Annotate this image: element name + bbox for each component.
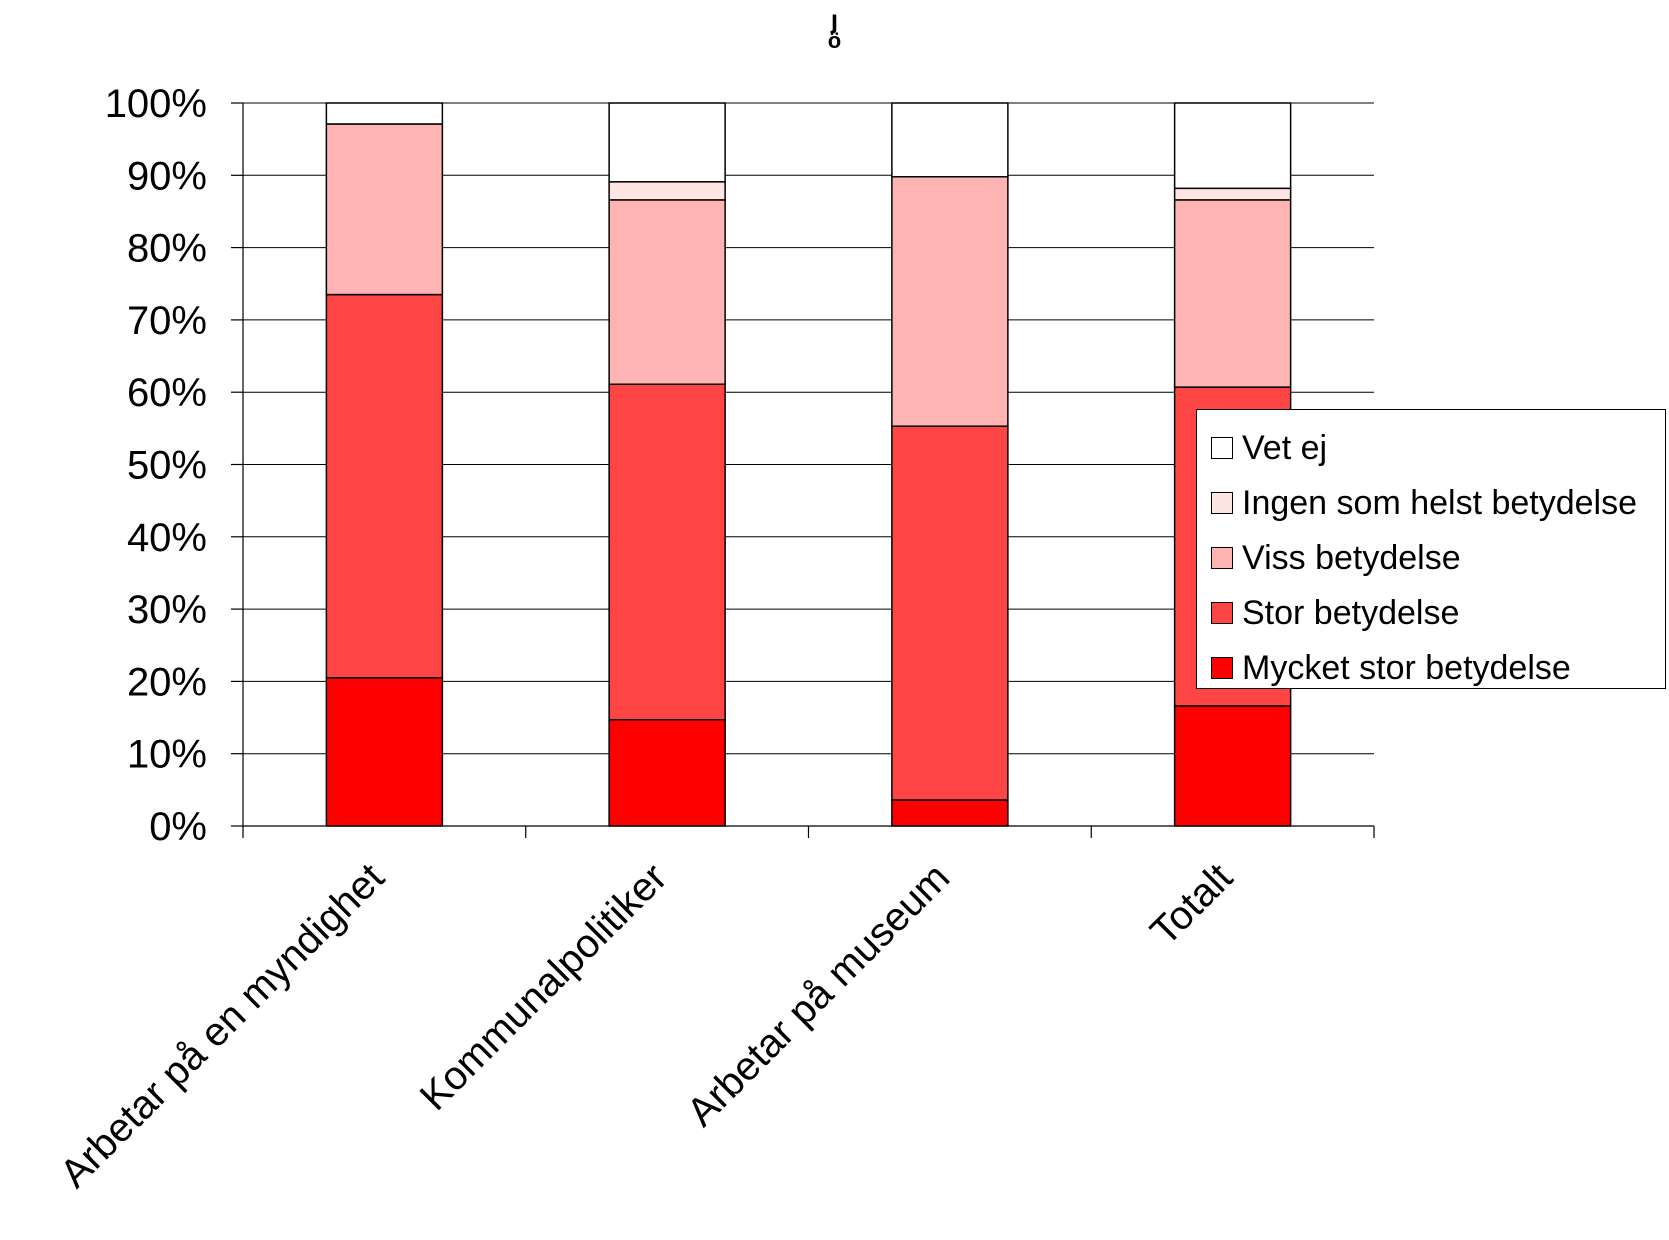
bar-segment <box>608 383 726 721</box>
legend-swatch <box>1211 657 1233 679</box>
x-tick-label: Arbetar på museum <box>679 855 959 1135</box>
bar-segment <box>608 102 726 183</box>
legend-label: Stor betydelse <box>1242 593 1460 632</box>
x-tick-label: Kommunalpolitiker <box>412 855 676 1119</box>
x-tick-label: Totalt <box>1142 855 1241 954</box>
legend: Vet ej Ingen som helst betydelse Viss bety… <box>1196 409 1666 689</box>
y-tick-label: 100% <box>105 82 207 126</box>
legend-item: Ingen som helst betydelse <box>1211 483 1637 523</box>
chart-title-mark: ȷ <box>830 4 839 34</box>
y-tick-label: 70% <box>127 299 207 343</box>
y-tick-label: 80% <box>127 227 207 271</box>
legend-item: Mycket stor betydelse <box>1211 648 1571 688</box>
y-tick-label: 90% <box>127 154 207 198</box>
y-tick-label: 50% <box>127 444 207 488</box>
x-tick-label: Arbetar på en myndighet <box>52 855 393 1196</box>
y-tick-label: 0% <box>149 805 207 849</box>
legend-label: Viss betydelse <box>1242 538 1461 577</box>
bar-segment <box>891 175 1009 427</box>
legend-label: Ingen som helst betydelse <box>1242 483 1638 522</box>
bar-segment <box>608 181 726 201</box>
legend-label: Vet ej <box>1242 428 1328 467</box>
bar-segment <box>1173 102 1292 190</box>
y-tick-label: 30% <box>127 588 207 632</box>
y-tick-label: 60% <box>127 371 207 415</box>
legend-swatch <box>1211 547 1233 569</box>
bar-segment <box>891 102 1009 178</box>
bar-segment <box>325 102 444 125</box>
y-tick-label: 40% <box>127 516 207 560</box>
bar-segment <box>1173 187 1292 201</box>
legend-item: Viss betydelse <box>1211 538 1461 578</box>
legend-swatch <box>1211 437 1233 459</box>
bar-segment <box>325 293 444 679</box>
bar-segment <box>891 799 1009 827</box>
bar-segment <box>608 199 726 385</box>
bar-segment <box>891 425 1009 801</box>
legend-swatch <box>1211 602 1233 624</box>
legend-swatch <box>1211 492 1233 514</box>
y-tick-label: 10% <box>127 733 207 777</box>
chart-title: ö <box>827 28 842 53</box>
bar-segment <box>325 123 444 296</box>
legend-item: Stor betydelse <box>1211 593 1459 633</box>
bar-segment <box>325 677 444 827</box>
legend-label: Mycket stor betydelse <box>1242 648 1571 687</box>
y-tick-label: 20% <box>127 660 207 704</box>
legend-item: Vet ej <box>1211 428 1327 468</box>
bar-segment <box>1173 199 1292 388</box>
bar-segment <box>608 718 726 827</box>
bar-segment <box>1173 705 1292 827</box>
